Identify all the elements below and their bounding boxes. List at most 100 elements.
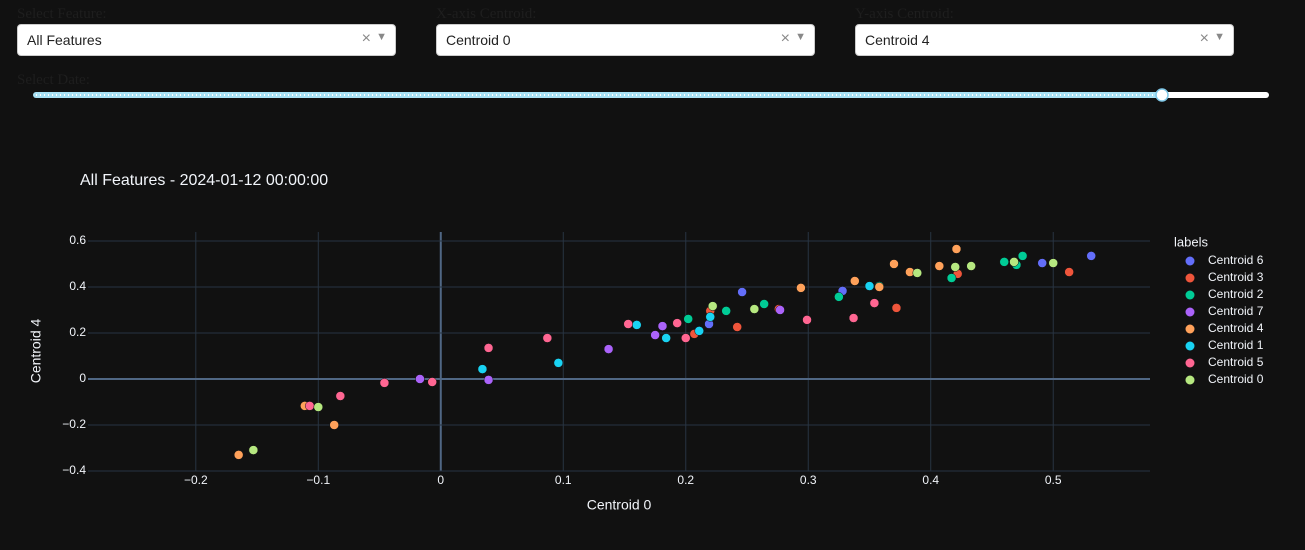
legend-marker <box>1185 256 1195 266</box>
legend-marker <box>1185 341 1195 351</box>
x-tick-label: −0.2 <box>184 473 208 487</box>
point <box>477 364 488 374</box>
point <box>889 259 899 269</box>
point <box>694 326 704 336</box>
point <box>335 391 346 401</box>
point <box>966 261 976 271</box>
point <box>1009 257 1019 267</box>
y-axis-dropdown[interactable]: Centroid 4 × ▼ <box>855 24 1234 56</box>
date-label: Select Date: <box>17 72 90 88</box>
legend-marker <box>1185 324 1195 334</box>
point <box>946 273 957 283</box>
legend-label: Centroid 6 <box>1208 253 1264 267</box>
chart-title: All Features - 2024-01-12 00:00:00 <box>80 172 328 189</box>
point <box>999 257 1009 267</box>
x-tick-label: 0 <box>437 473 444 487</box>
legend-label: Centroid 4 <box>1208 321 1264 335</box>
point <box>950 262 960 272</box>
point <box>632 320 642 330</box>
point <box>912 268 923 278</box>
legend-title: labels <box>1174 234 1208 249</box>
y-tick-label: 0.6 <box>69 233 86 247</box>
point <box>1086 251 1096 261</box>
point <box>427 377 437 387</box>
legend-marker <box>1185 273 1195 283</box>
point <box>661 333 671 343</box>
point <box>1048 258 1058 268</box>
point <box>683 314 693 324</box>
arrow-icon[interactable]: ▼ <box>795 31 806 43</box>
y-tick-label: 0.2 <box>69 325 86 339</box>
y-tick-label: 0 <box>79 371 86 385</box>
legend-label: Centroid 0 <box>1208 372 1264 386</box>
point <box>732 322 742 332</box>
x-tick-label: 0.5 <box>1045 473 1062 487</box>
x-tick-label: 0.4 <box>922 473 939 487</box>
point <box>248 445 259 455</box>
x-tick-label: 0.2 <box>677 473 694 487</box>
point <box>233 450 244 460</box>
point <box>749 304 760 314</box>
arrow-icon[interactable]: ▼ <box>1214 31 1225 43</box>
y-axis-value: Centroid 4 <box>865 32 930 48</box>
legend-marker <box>1185 375 1195 385</box>
point <box>796 283 806 293</box>
date-slider[interactable] <box>0 85 1305 107</box>
x-tick-label: 0.3 <box>800 473 817 487</box>
legend-label: Centroid 2 <box>1208 287 1264 301</box>
point <box>848 313 859 323</box>
feature-value: All Features <box>27 32 102 48</box>
feature-label: Select Feature: <box>17 6 107 22</box>
point <box>483 375 494 385</box>
legend-marker <box>1185 307 1195 317</box>
legend-label: Centroid 7 <box>1208 304 1264 318</box>
point <box>707 301 718 311</box>
point <box>759 299 769 309</box>
point <box>1064 267 1074 277</box>
y-axis-title: Centroid 4 <box>28 318 44 383</box>
x-axis-value: Centroid 0 <box>446 32 511 48</box>
point <box>891 303 902 313</box>
point <box>1037 258 1047 268</box>
point <box>329 420 339 430</box>
point <box>834 292 844 302</box>
point <box>874 282 885 292</box>
point <box>802 315 812 325</box>
point <box>951 244 962 254</box>
clear-icon[interactable]: × <box>780 30 790 47</box>
legend-marker <box>1185 290 1195 300</box>
point <box>850 276 860 286</box>
point <box>483 343 494 353</box>
clear-icon[interactable]: × <box>361 30 371 47</box>
legend-label: Centroid 5 <box>1208 355 1264 369</box>
point <box>934 261 945 271</box>
point <box>603 344 614 354</box>
x-tick-label: 0.1 <box>555 473 572 487</box>
legend-label: Centroid 3 <box>1208 270 1264 284</box>
feature-dropdown[interactable]: All Features × ▼ <box>17 24 396 56</box>
point <box>313 402 324 412</box>
point <box>737 287 747 297</box>
x-axis-label: X-axis Centroid: <box>436 6 537 22</box>
y-tick-label: 0.4 <box>69 279 86 293</box>
y-axis-label: Y-axis Centroid: <box>855 6 954 22</box>
point <box>775 305 785 315</box>
point <box>657 321 668 331</box>
legend-marker <box>1185 358 1195 368</box>
point <box>864 281 875 291</box>
point <box>379 378 390 388</box>
x-axis-dropdown[interactable]: Centroid 0 × ▼ <box>436 24 815 56</box>
x-axis-title: Centroid 0 <box>587 497 652 513</box>
clear-icon[interactable]: × <box>1199 30 1209 47</box>
point <box>415 374 425 384</box>
arrow-icon[interactable]: ▼ <box>376 31 387 43</box>
slider-handle[interactable] <box>1155 88 1169 102</box>
point <box>869 298 880 308</box>
y-tick-label: −0.4 <box>62 463 86 477</box>
x-tick-label: −0.1 <box>306 473 330 487</box>
point <box>542 333 553 343</box>
legend-label: Centroid 1 <box>1208 338 1264 352</box>
point <box>721 306 731 316</box>
